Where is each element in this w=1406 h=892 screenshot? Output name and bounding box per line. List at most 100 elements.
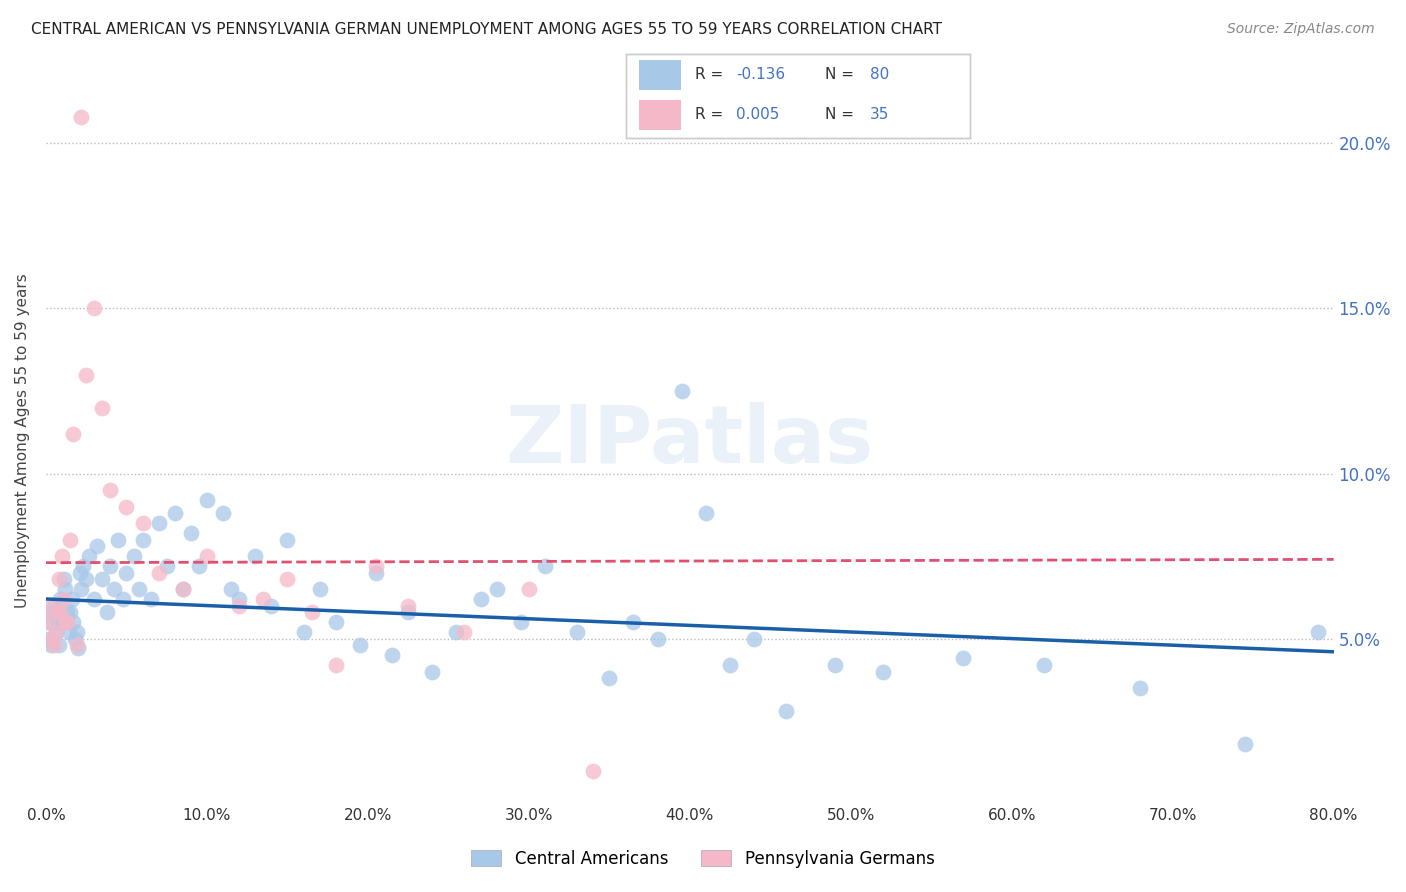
Point <box>301 605 323 619</box>
Point <box>228 599 250 613</box>
Point <box>742 632 765 646</box>
Point <box>59 533 82 547</box>
Point <box>86 539 108 553</box>
Point <box>470 591 492 606</box>
Point <box>107 533 129 547</box>
Point <box>65 624 87 639</box>
Point <box>582 764 605 778</box>
Point <box>292 624 315 639</box>
Point <box>1234 737 1257 751</box>
Point <box>325 657 347 672</box>
Point <box>180 525 202 540</box>
Point <box>509 615 531 629</box>
Point <box>228 591 250 606</box>
Point <box>58 624 80 639</box>
Point <box>51 615 73 629</box>
Point <box>148 566 170 580</box>
Point <box>56 605 79 619</box>
Point <box>53 582 76 596</box>
Point <box>172 582 194 596</box>
Point <box>70 110 93 124</box>
Point <box>260 599 283 613</box>
Point <box>276 572 298 586</box>
Point <box>91 572 114 586</box>
Point <box>325 615 347 629</box>
Point <box>37 615 59 629</box>
Point <box>131 516 153 530</box>
Point <box>70 582 93 596</box>
Point <box>695 506 717 520</box>
Point <box>453 624 475 639</box>
Y-axis label: Unemployment Among Ages 55 to 59 years: Unemployment Among Ages 55 to 59 years <box>15 273 30 608</box>
Bar <box>640 61 681 90</box>
Point <box>49 605 72 619</box>
Point <box>872 665 894 679</box>
Text: N =: N = <box>825 67 859 82</box>
Point <box>565 624 588 639</box>
Point <box>396 605 419 619</box>
Point <box>1032 657 1054 672</box>
Point <box>219 582 242 596</box>
Point <box>72 558 94 573</box>
Point <box>952 651 974 665</box>
Point <box>75 572 97 586</box>
Point <box>172 582 194 596</box>
Point <box>41 632 63 646</box>
Point <box>112 591 135 606</box>
Point <box>212 506 235 520</box>
Point <box>65 638 87 652</box>
Point <box>824 657 846 672</box>
Point <box>59 605 82 619</box>
Text: Source: ZipAtlas.com: Source: ZipAtlas.com <box>1227 22 1375 37</box>
Point <box>245 549 267 563</box>
Point <box>163 506 186 520</box>
Point <box>52 572 75 586</box>
Text: 80: 80 <box>870 67 890 82</box>
Text: ZIPatlas: ZIPatlas <box>506 401 875 480</box>
Point <box>195 549 218 563</box>
Point <box>349 638 371 652</box>
Point <box>56 615 79 629</box>
Point <box>38 615 60 629</box>
Point <box>485 582 508 596</box>
Point <box>115 500 138 514</box>
Point <box>39 638 62 652</box>
Text: 0.005: 0.005 <box>735 107 779 122</box>
Point <box>187 558 209 573</box>
Point <box>75 368 97 382</box>
Text: R =: R = <box>695 107 728 122</box>
Point <box>647 632 669 646</box>
Text: -0.136: -0.136 <box>735 67 785 82</box>
Text: CENTRAL AMERICAN VS PENNSYLVANIA GERMAN UNEMPLOYMENT AMONG AGES 55 TO 59 YEARS C: CENTRAL AMERICAN VS PENNSYLVANIA GERMAN … <box>31 22 942 37</box>
Point <box>79 549 101 563</box>
Point <box>671 384 693 398</box>
Point <box>53 615 76 629</box>
Point <box>364 566 387 580</box>
Point <box>139 591 162 606</box>
Point <box>775 704 797 718</box>
Point <box>51 549 73 563</box>
Point <box>38 599 60 613</box>
Point <box>37 632 59 646</box>
Point <box>718 657 741 672</box>
Point <box>42 638 65 652</box>
Point <box>91 401 114 415</box>
Point <box>62 426 84 441</box>
Point <box>364 558 387 573</box>
Point <box>381 648 404 662</box>
Point <box>69 566 91 580</box>
Point <box>156 558 179 573</box>
Point <box>131 533 153 547</box>
Point <box>396 599 419 613</box>
Point <box>67 641 90 656</box>
Point <box>49 591 72 606</box>
Point <box>45 624 67 639</box>
Point <box>276 533 298 547</box>
Point <box>446 624 468 639</box>
Point <box>420 665 443 679</box>
Point <box>46 615 69 629</box>
Point <box>98 483 121 497</box>
Point <box>148 516 170 530</box>
Point <box>52 591 75 606</box>
Text: 35: 35 <box>870 107 890 122</box>
